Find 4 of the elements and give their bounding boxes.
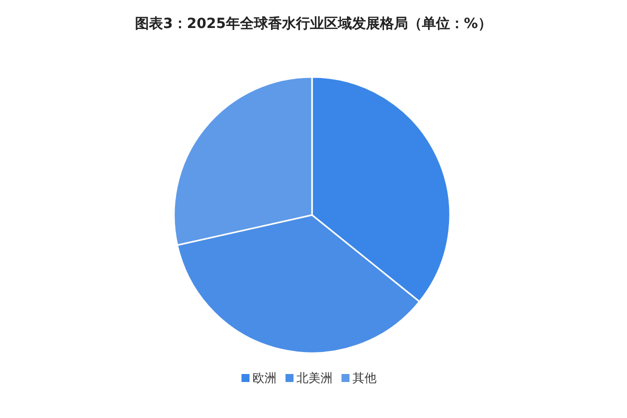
legend-label: 北美洲 (296, 371, 332, 385)
legend-label: 欧洲 (252, 371, 276, 385)
legend-label: 其他 (352, 371, 376, 385)
chart-title: 图表3：2025年全球香水行业区域发展格局（单位：%） (135, 16, 492, 32)
